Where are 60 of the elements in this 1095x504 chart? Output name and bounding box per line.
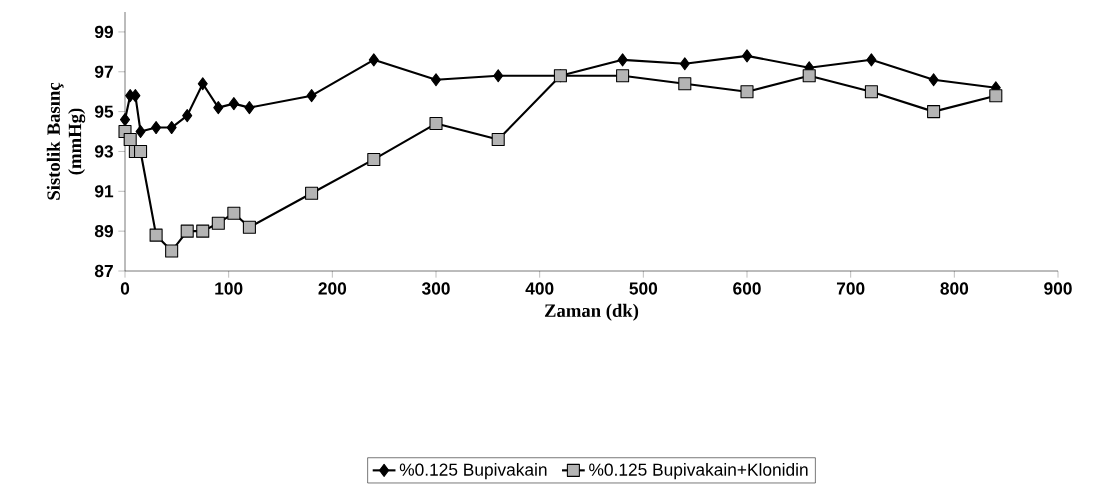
point (429, 117, 443, 131)
point (244, 101, 255, 115)
point (493, 69, 504, 83)
point (227, 206, 241, 220)
point (616, 69, 630, 83)
y-axis-title: Sistolik Basınç (mmHg) (46, 82, 86, 200)
point (802, 69, 816, 83)
point (182, 109, 193, 123)
point (166, 121, 177, 135)
point (180, 224, 194, 238)
x-tick-label: 600 (733, 282, 761, 295)
point (305, 186, 319, 200)
point (123, 132, 137, 147)
point (491, 132, 505, 147)
legend-label: %0.125 Bupivakain (399, 463, 547, 480)
point (989, 89, 1003, 103)
y-tick-label: 97 (94, 65, 113, 78)
point (678, 77, 692, 91)
point (928, 73, 939, 87)
point (679, 57, 690, 71)
point (866, 53, 877, 67)
x-tick-label: 700 (836, 282, 865, 295)
x-tick-label: 900 (1044, 282, 1072, 295)
point (306, 89, 317, 103)
x-tick-label: 300 (421, 282, 450, 295)
point (927, 105, 941, 119)
x-tick-label: 800 (940, 282, 969, 295)
point (134, 144, 148, 158)
point (864, 85, 878, 99)
y-tick-label: 95 (94, 105, 114, 118)
x-tick-label: 400 (525, 282, 554, 295)
point (135, 125, 146, 139)
x-tick-label: 0 (120, 282, 130, 295)
point (196, 224, 210, 238)
point (228, 97, 239, 111)
point (149, 228, 163, 242)
x-tick-label: 100 (215, 282, 243, 295)
point (130, 89, 141, 103)
x-tick-label: 500 (629, 282, 658, 295)
y-tick-label: 93 (94, 145, 113, 158)
point (119, 113, 131, 127)
point (165, 244, 179, 258)
point (740, 85, 754, 99)
y-tick-label: 87 (94, 264, 113, 278)
point (368, 53, 379, 67)
point (151, 121, 162, 135)
y-tick-label: 91 (94, 185, 114, 198)
point (367, 152, 381, 166)
point (242, 220, 256, 234)
point (197, 77, 208, 91)
y-tick-label: 99 (94, 25, 113, 39)
point (430, 73, 442, 87)
x-tick-label: 200 (318, 282, 347, 295)
y-tick-label: 89 (94, 225, 113, 238)
legend-label: %0.125 Bupivakain+Klonidin (589, 463, 808, 480)
point (617, 53, 628, 67)
point (213, 101, 224, 115)
point (741, 49, 753, 63)
x-axis-title: Zaman (dk) (544, 303, 639, 321)
point (211, 216, 225, 230)
